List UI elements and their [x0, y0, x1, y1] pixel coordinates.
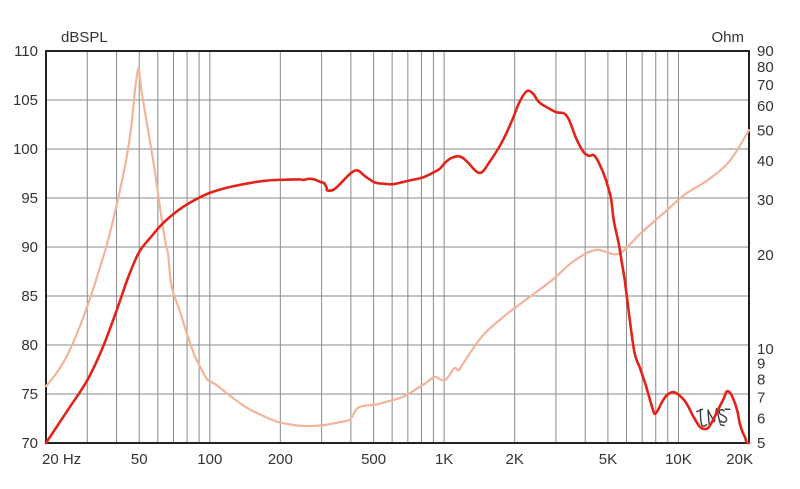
svg-text:90: 90 — [21, 239, 38, 256]
svg-text:85: 85 — [21, 288, 38, 305]
svg-text:dBSPL: dBSPL — [61, 29, 108, 46]
svg-text:Ohm: Ohm — [711, 29, 744, 46]
svg-text:50: 50 — [757, 123, 774, 140]
svg-text:95: 95 — [21, 190, 38, 207]
svg-text:50: 50 — [131, 451, 148, 468]
svg-text:7: 7 — [757, 389, 765, 406]
svg-text:10K: 10K — [665, 451, 692, 468]
svg-text:6: 6 — [757, 410, 765, 427]
svg-text:80: 80 — [757, 59, 774, 76]
svg-text:200: 200 — [268, 451, 293, 468]
svg-text:1K: 1K — [435, 451, 453, 468]
svg-text:8: 8 — [757, 371, 765, 388]
svg-text:30: 30 — [757, 192, 774, 209]
svg-text:100: 100 — [197, 451, 222, 468]
svg-text:60: 60 — [757, 98, 774, 115]
svg-text:20 Hz: 20 Hz — [42, 451, 81, 468]
svg-text:9: 9 — [757, 355, 765, 372]
svg-text:500: 500 — [361, 451, 386, 468]
svg-text:110: 110 — [14, 43, 38, 60]
svg-text:105: 105 — [13, 92, 38, 109]
svg-text:20K: 20K — [726, 451, 753, 468]
svg-text:70: 70 — [21, 435, 38, 452]
svg-text:40: 40 — [757, 153, 774, 170]
svg-text:90: 90 — [757, 43, 774, 60]
svg-text:75: 75 — [21, 386, 38, 403]
svg-text:5: 5 — [757, 435, 765, 452]
svg-text:5K: 5K — [599, 451, 617, 468]
svg-text:80: 80 — [21, 337, 38, 354]
svg-text:20: 20 — [757, 247, 774, 264]
svg-text:100: 100 — [13, 141, 38, 158]
svg-text:70: 70 — [757, 77, 774, 94]
svg-text:2K: 2K — [505, 451, 523, 468]
